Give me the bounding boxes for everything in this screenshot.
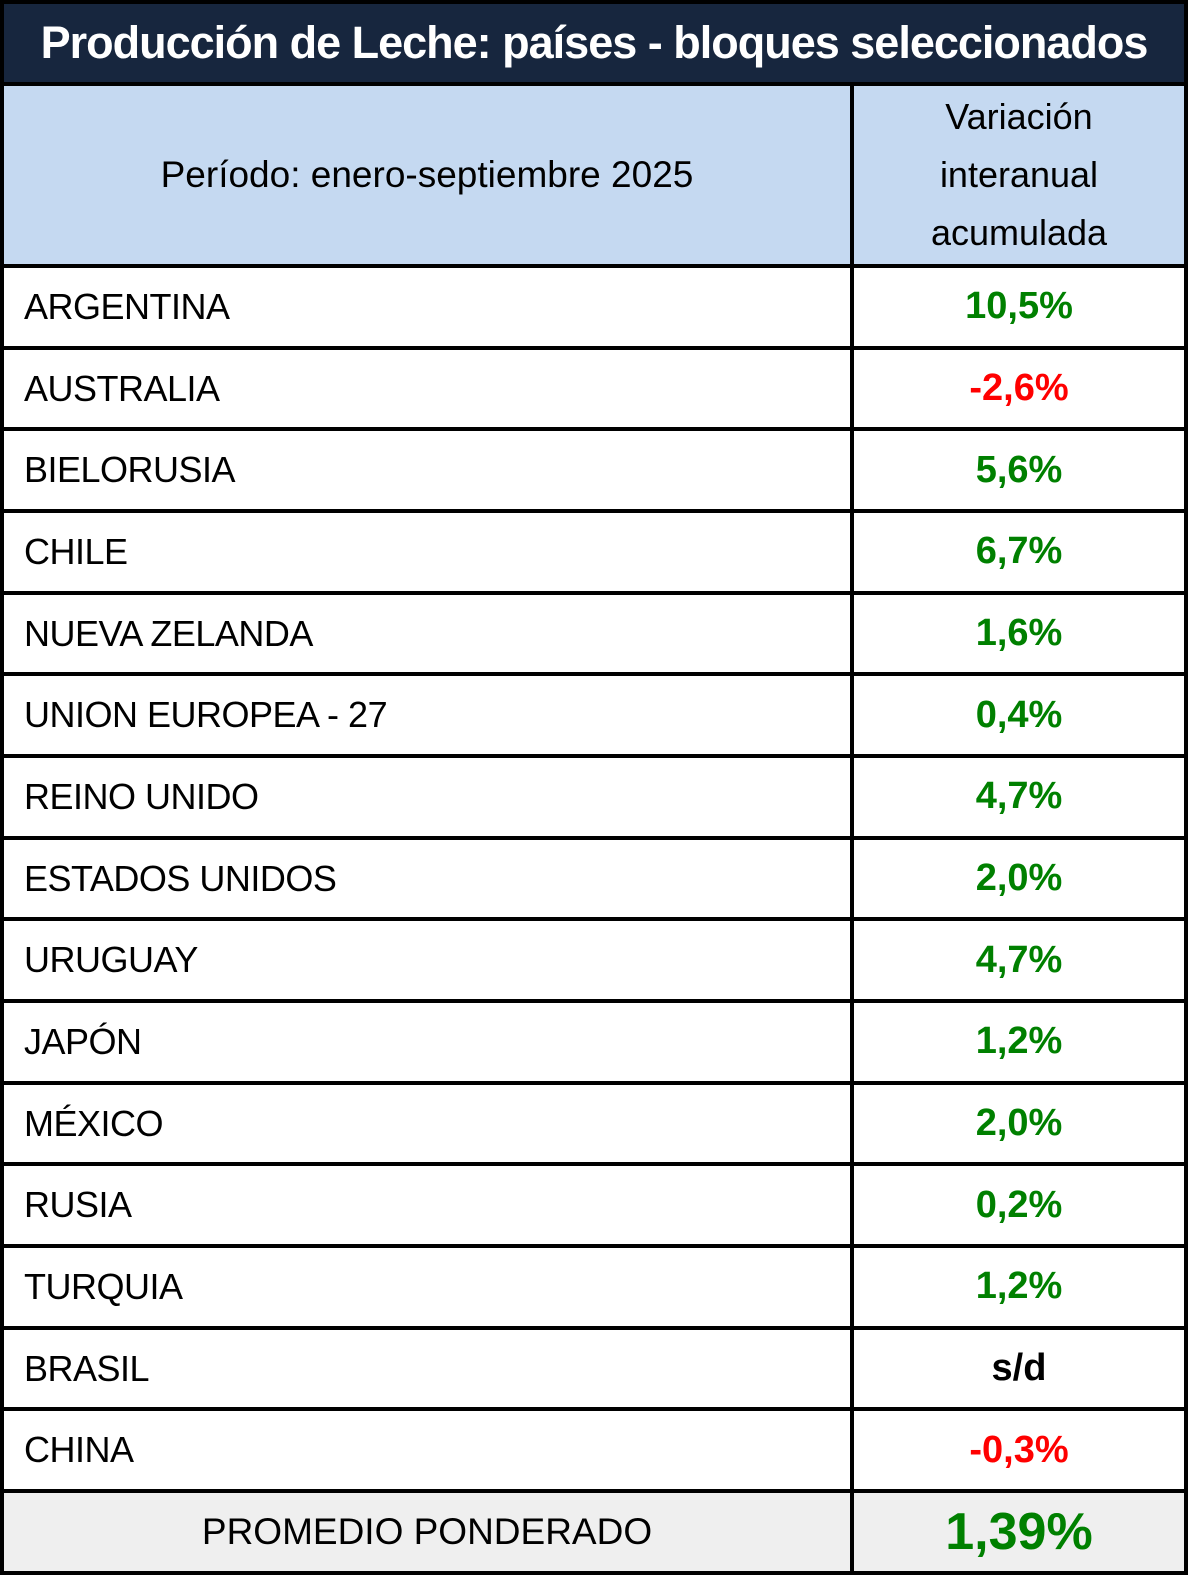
table-title: Producción de Leche: países - bloques se… <box>4 4 1184 86</box>
country-name: BIELORUSIA <box>24 449 236 491</box>
country-name: NUEVA ZELANDA <box>24 612 313 654</box>
variation-value: 0,4% <box>850 676 1184 755</box>
variation-value: -0,3% <box>850 1411 1184 1490</box>
country-name: UNION EUROPEA - 27 <box>24 694 388 736</box>
variation-value: 2,0% <box>850 1084 1184 1163</box>
country-name: BRASIL <box>24 1347 150 1389</box>
table-row: TURQUIA 1,2% <box>4 1248 1184 1330</box>
weighted-average-row: PROMEDIO PONDERADO 1,39% <box>4 1489 1184 1571</box>
country-name: CHILE <box>24 530 128 572</box>
variation-value: 0,2% <box>850 1166 1184 1245</box>
table-rows: ARGENTINA 10,5% AUSTRALIA -2,6% BIELORUS… <box>4 268 1184 1490</box>
variation-value: 4,7% <box>850 921 1184 1000</box>
weighted-average-label: PROMEDIO PONDERADO <box>4 1493 850 1571</box>
table-row: MÉXICO 2,0% <box>4 1084 1184 1167</box>
country-name: MÉXICO <box>24 1102 164 1144</box>
table-row: JAPÓN 1,2% <box>4 1003 1184 1085</box>
table-row: ARGENTINA 10,5% <box>4 268 1184 350</box>
table-row: CHINA -0,3% <box>4 1411 1184 1490</box>
variation-value: 4,7% <box>850 758 1184 836</box>
table-row: NUEVA ZELANDA 1,6% <box>4 594 1184 677</box>
table-header-row: Período: enero-septiembre 2025 Variación… <box>4 86 1184 268</box>
table-row: BRASIL s/d <box>4 1329 1184 1412</box>
variation-value: -2,6% <box>850 349 1184 428</box>
variation-value: 1,2% <box>850 1003 1184 1081</box>
country-name: AUSTRALIA <box>24 367 220 409</box>
country-name: ESTADOS UNIDOS <box>24 857 337 899</box>
period-header: Período: enero-septiembre 2025 <box>4 86 850 264</box>
table-row: AUSTRALIA -2,6% <box>4 349 1184 432</box>
variation-value: 1,6% <box>850 594 1184 673</box>
weighted-average-value: 1,39% <box>850 1493 1184 1571</box>
country-name: RUSIA <box>24 1184 132 1226</box>
variation-value: s/d <box>850 1329 1184 1408</box>
table-row: RUSIA 0,2% <box>4 1166 1184 1249</box>
country-name: URUGUAY <box>24 939 198 981</box>
table-row: ESTADOS UNIDOS 2,0% <box>4 839 1184 922</box>
table-row: URUGUAY 4,7% <box>4 921 1184 1004</box>
country-name: REINO UNIDO <box>24 775 259 817</box>
table-row: CHILE 6,7% <box>4 513 1184 595</box>
country-name: JAPÓN <box>24 1020 142 1062</box>
variation-value: 6,7% <box>850 513 1184 591</box>
variation-value: 10,5% <box>850 268 1184 346</box>
value-column-header: Variación interanual acumulada <box>850 86 1184 264</box>
table-row: REINO UNIDO 4,7% <box>4 758 1184 840</box>
country-name: CHINA <box>24 1429 134 1471</box>
table-row: UNION EUROPEA - 27 0,4% <box>4 676 1184 759</box>
variation-value: 2,0% <box>850 839 1184 918</box>
table-row: BIELORUSIA 5,6% <box>4 431 1184 514</box>
variation-value: 5,6% <box>850 431 1184 510</box>
country-name: ARGENTINA <box>24 285 230 327</box>
country-name: TURQUIA <box>24 1265 183 1307</box>
variation-value: 1,2% <box>850 1248 1184 1326</box>
